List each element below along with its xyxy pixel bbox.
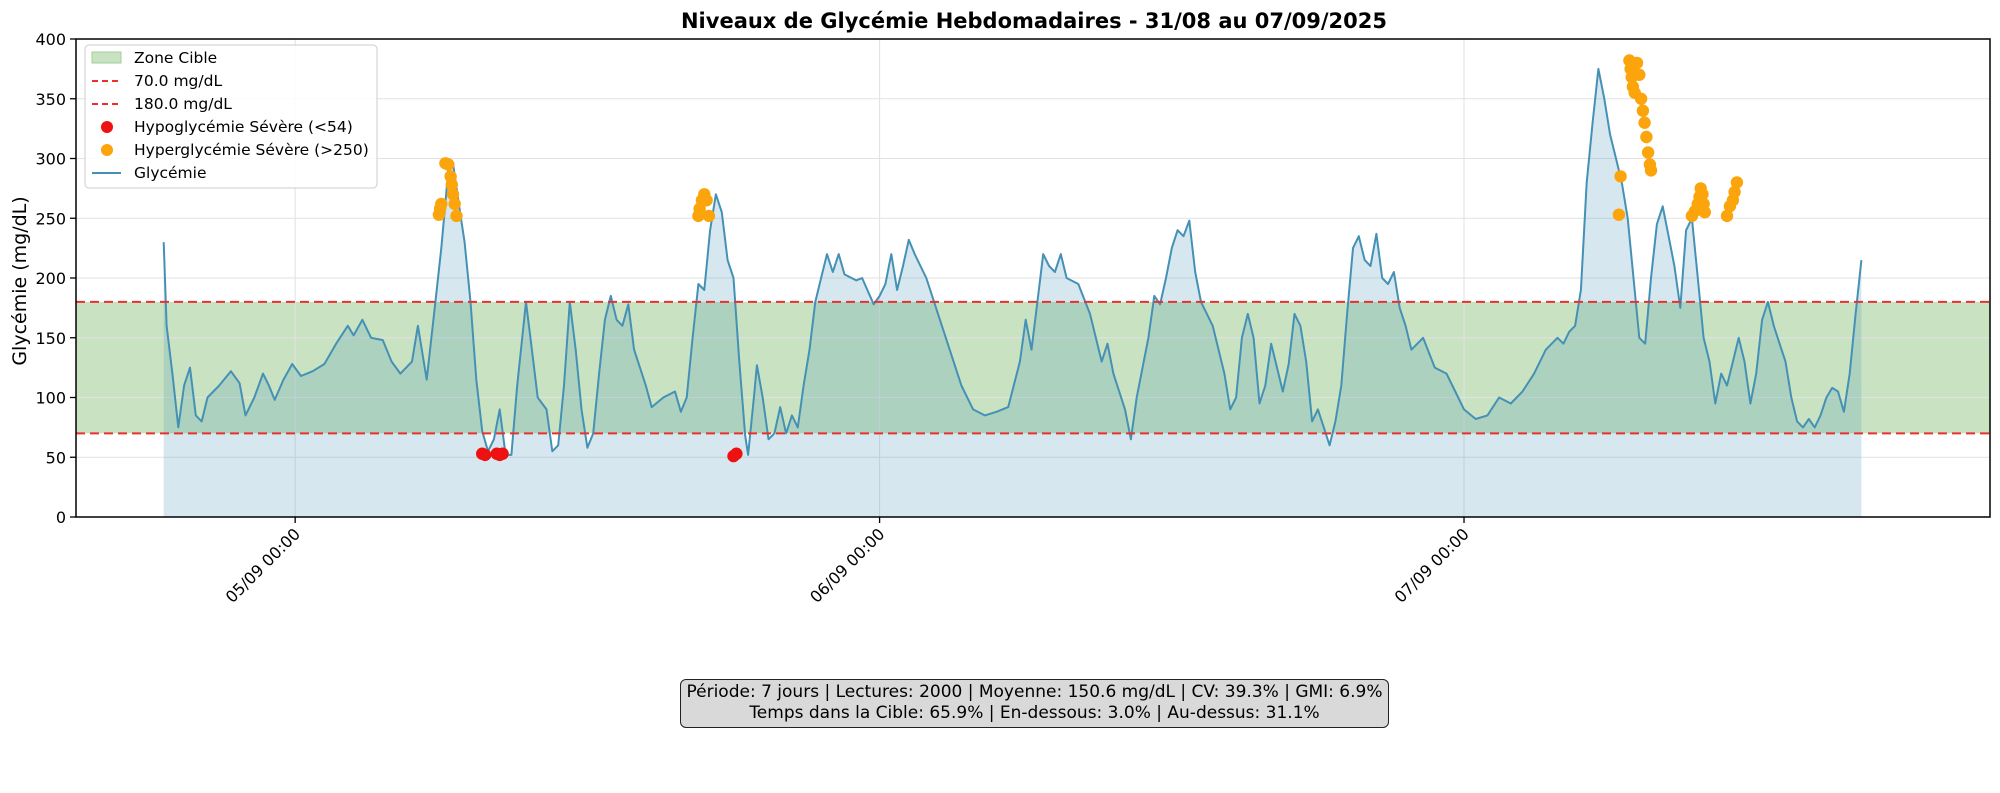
y-axis-label: Glycémie (mg/dL) [9,196,31,365]
hyper-marker [1612,208,1626,221]
legend-label: 180.0 mg/dL [134,95,232,113]
hyper-marker [448,197,461,211]
hyper-marker [446,188,460,201]
hyper-marker [1630,56,1644,70]
legend: Zone Cible 70.0 mg/dL 180.0 mg/dL Hypoglycé… [84,44,378,189]
stats-line-2: Temps dans la Cible: 65.9% | En-dessous:… [749,703,1320,723]
y-tick-label: 300 [35,150,66,169]
x-tick-label: 06/09 00:00 [806,524,888,606]
legend-swatch [91,51,122,64]
hyper-marker [702,209,716,223]
y-tick-label: 50 [46,448,66,467]
y-tick-label: 0 [56,508,66,527]
hypo-marker [496,447,509,460]
hyper-marker [1698,206,1712,219]
hyper-marker [1614,170,1627,183]
hyper-marker [1720,209,1734,223]
y-tick-label: 100 [35,389,66,408]
hyper-marker [445,178,458,191]
legend-label: Hyperglycémie Sévère (>250) [134,141,369,159]
y-tick-label: 400 [35,30,66,49]
y-tick-label: 250 [35,209,66,228]
legend-label: Glycémie [134,164,207,182]
hyper-marker [1641,146,1655,159]
y-tick-label: 150 [35,329,66,348]
hyper-marker [1640,130,1653,144]
y-tick-label: 200 [35,269,66,288]
hyper-marker [1634,92,1648,106]
hypo-marker [730,447,743,460]
glycemia-line [162,67,1863,456]
stats-line-1: Période: 7 jours | Lectures: 2000 | Moye… [686,682,1383,702]
legend-label: Hypoglycémie Sévère (<54) [134,118,353,136]
hyper-marker [1696,188,1709,201]
hyper-marker [442,158,455,171]
chart-title: Niveaux de Glycémie Hebdomadaires - 31/0… [681,9,1387,33]
hyper-marker [1644,164,1658,177]
y-tick-label: 350 [35,90,66,109]
hyper-marker [435,197,448,211]
hyper-marker [1633,68,1646,82]
legend-label: 70.0 mg/dL [134,72,222,90]
hyper-marker [1636,104,1650,117]
hypo-marker [478,448,492,462]
x-tick-label: 05/09 00:00 [222,524,304,606]
legend-label: Zone Cible [134,49,217,67]
legend-frame [84,44,378,189]
legend-swatch [101,121,113,133]
hyper-marker [700,194,713,207]
hyper-marker [1728,185,1741,199]
hyper-marker [1638,116,1651,129]
stats-box: Période: 7 jours | Lectures: 2000 | Moye… [680,679,1389,728]
hyper-marker [1730,176,1744,189]
legend-swatch [101,144,113,156]
glycemia-area [163,68,1862,518]
hyper-marker [450,209,463,223]
x-tick-label: 07/09 00:00 [1391,524,1473,606]
